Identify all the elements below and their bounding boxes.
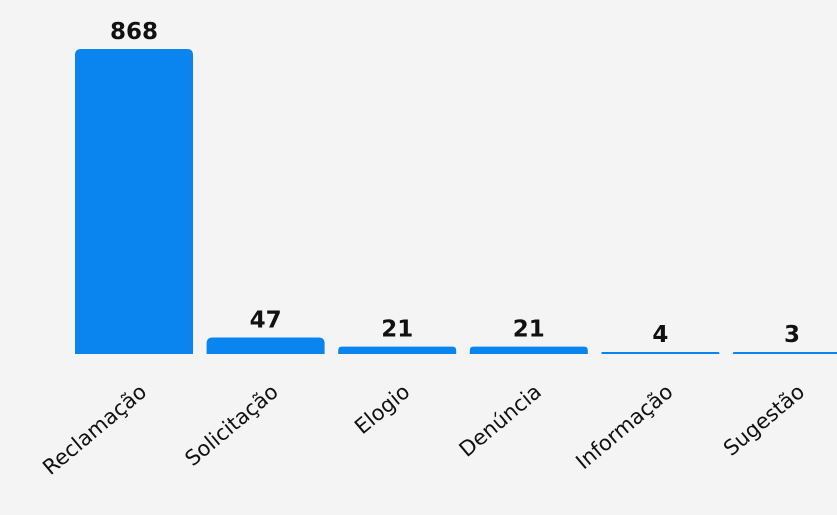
bar-denuncia xyxy=(469,346,588,354)
bar-informacao xyxy=(601,352,720,354)
value-label-informacao: 4 xyxy=(652,322,668,348)
value-label-elogio: 21 xyxy=(381,317,413,343)
x-tick-label-informacao: Informação xyxy=(571,379,677,474)
value-label-solicitacao: 47 xyxy=(250,307,282,333)
value-labels-group: 868 47 21 21 4 3 xyxy=(110,19,800,348)
x-tick-label-solicitacao: Solicitação xyxy=(180,379,282,470)
x-tick-label-elogio: Elogio xyxy=(350,379,414,439)
x-tick-label-sugestao: Sugestão xyxy=(719,379,809,460)
bar-sugestao xyxy=(733,352,837,354)
value-label-reclamacao: 868 xyxy=(110,19,158,45)
bar-reclamacao xyxy=(75,49,193,354)
value-label-sugestao: 3 xyxy=(784,322,800,348)
value-label-denuncia: 21 xyxy=(513,317,545,343)
x-tick-label-reclamacao: Reclamação xyxy=(38,379,151,479)
x-tick-labels-group: Reclamação Solicitação Elogio Denúncia Infor… xyxy=(38,379,809,479)
bar-elogio xyxy=(338,346,457,354)
bars-group xyxy=(75,49,837,354)
bar-solicitacao xyxy=(206,337,325,354)
x-tick-label-denuncia: Denúncia xyxy=(455,379,546,461)
